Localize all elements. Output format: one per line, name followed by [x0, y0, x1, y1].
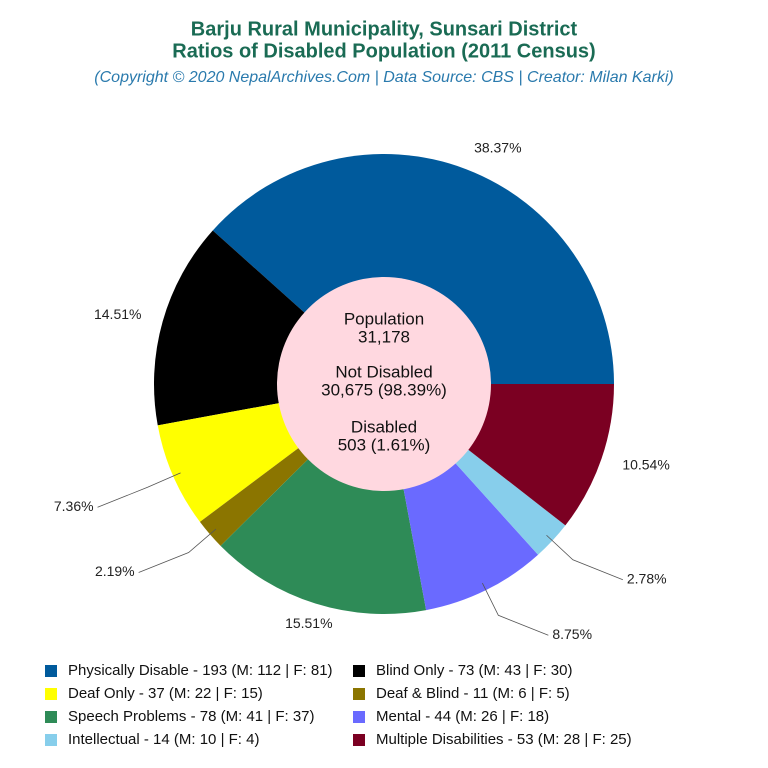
- data-label: 2.78%: [627, 570, 667, 586]
- center-label: Disabled: [351, 417, 417, 436]
- data-label: 2.19%: [95, 563, 135, 579]
- legend-label: Deaf & Blind - 11 (M: 6 | F: 5): [376, 685, 570, 702]
- leader-line: [482, 582, 549, 636]
- legend-swatch: [353, 665, 365, 677]
- legend-label: Blind Only - 73 (M: 43 | F: 30): [376, 662, 572, 679]
- pie-slice: [212, 153, 615, 384]
- leader-line: [138, 528, 217, 573]
- legend-swatch: [45, 688, 57, 700]
- data-label: 38.37%: [474, 139, 521, 155]
- leader-line: [546, 534, 624, 581]
- legend-swatch: [353, 734, 365, 746]
- data-label: 15.51%: [285, 615, 332, 631]
- leader-line: [97, 472, 181, 508]
- data-label: 8.75%: [552, 626, 592, 642]
- center-label: 30,675 (98.39%): [321, 380, 447, 399]
- center-circle: [277, 277, 491, 491]
- chart-title: Ratios of Disabled Population (2011 Cens…: [172, 40, 595, 62]
- chart-title: Barju Rural Municipality, Sunsari Distri…: [191, 18, 578, 40]
- center-label: Population: [344, 309, 424, 328]
- legend-label: Physically Disable - 193 (M: 112 | F: 81…: [68, 662, 333, 679]
- legend-swatch: [45, 711, 57, 723]
- data-label: 14.51%: [94, 306, 141, 322]
- center-label: 503 (1.61%): [338, 435, 431, 454]
- center-label: 31,178: [358, 327, 410, 346]
- legend-label: Multiple Disabilities - 53 (M: 28 | F: 2…: [376, 731, 632, 748]
- legend-label: Mental - 44 (M: 26 | F: 18): [376, 708, 549, 725]
- legend-swatch: [45, 665, 57, 677]
- data-label: 7.36%: [54, 498, 94, 514]
- legend-label: Speech Problems - 78 (M: 41 | F: 37): [68, 708, 315, 725]
- legend-swatch: [353, 711, 365, 723]
- chart-subtitle: (Copyright © 2020 NepalArchives.Com | Da…: [94, 69, 673, 86]
- data-label: 10.54%: [622, 457, 669, 473]
- legend-label: Deaf Only - 37 (M: 22 | F: 15): [68, 685, 263, 702]
- center-label: Not Disabled: [335, 362, 432, 381]
- legend-swatch: [45, 734, 57, 746]
- legend-swatch: [353, 688, 365, 700]
- legend-label: Intellectual - 14 (M: 10 | F: 4): [68, 731, 259, 748]
